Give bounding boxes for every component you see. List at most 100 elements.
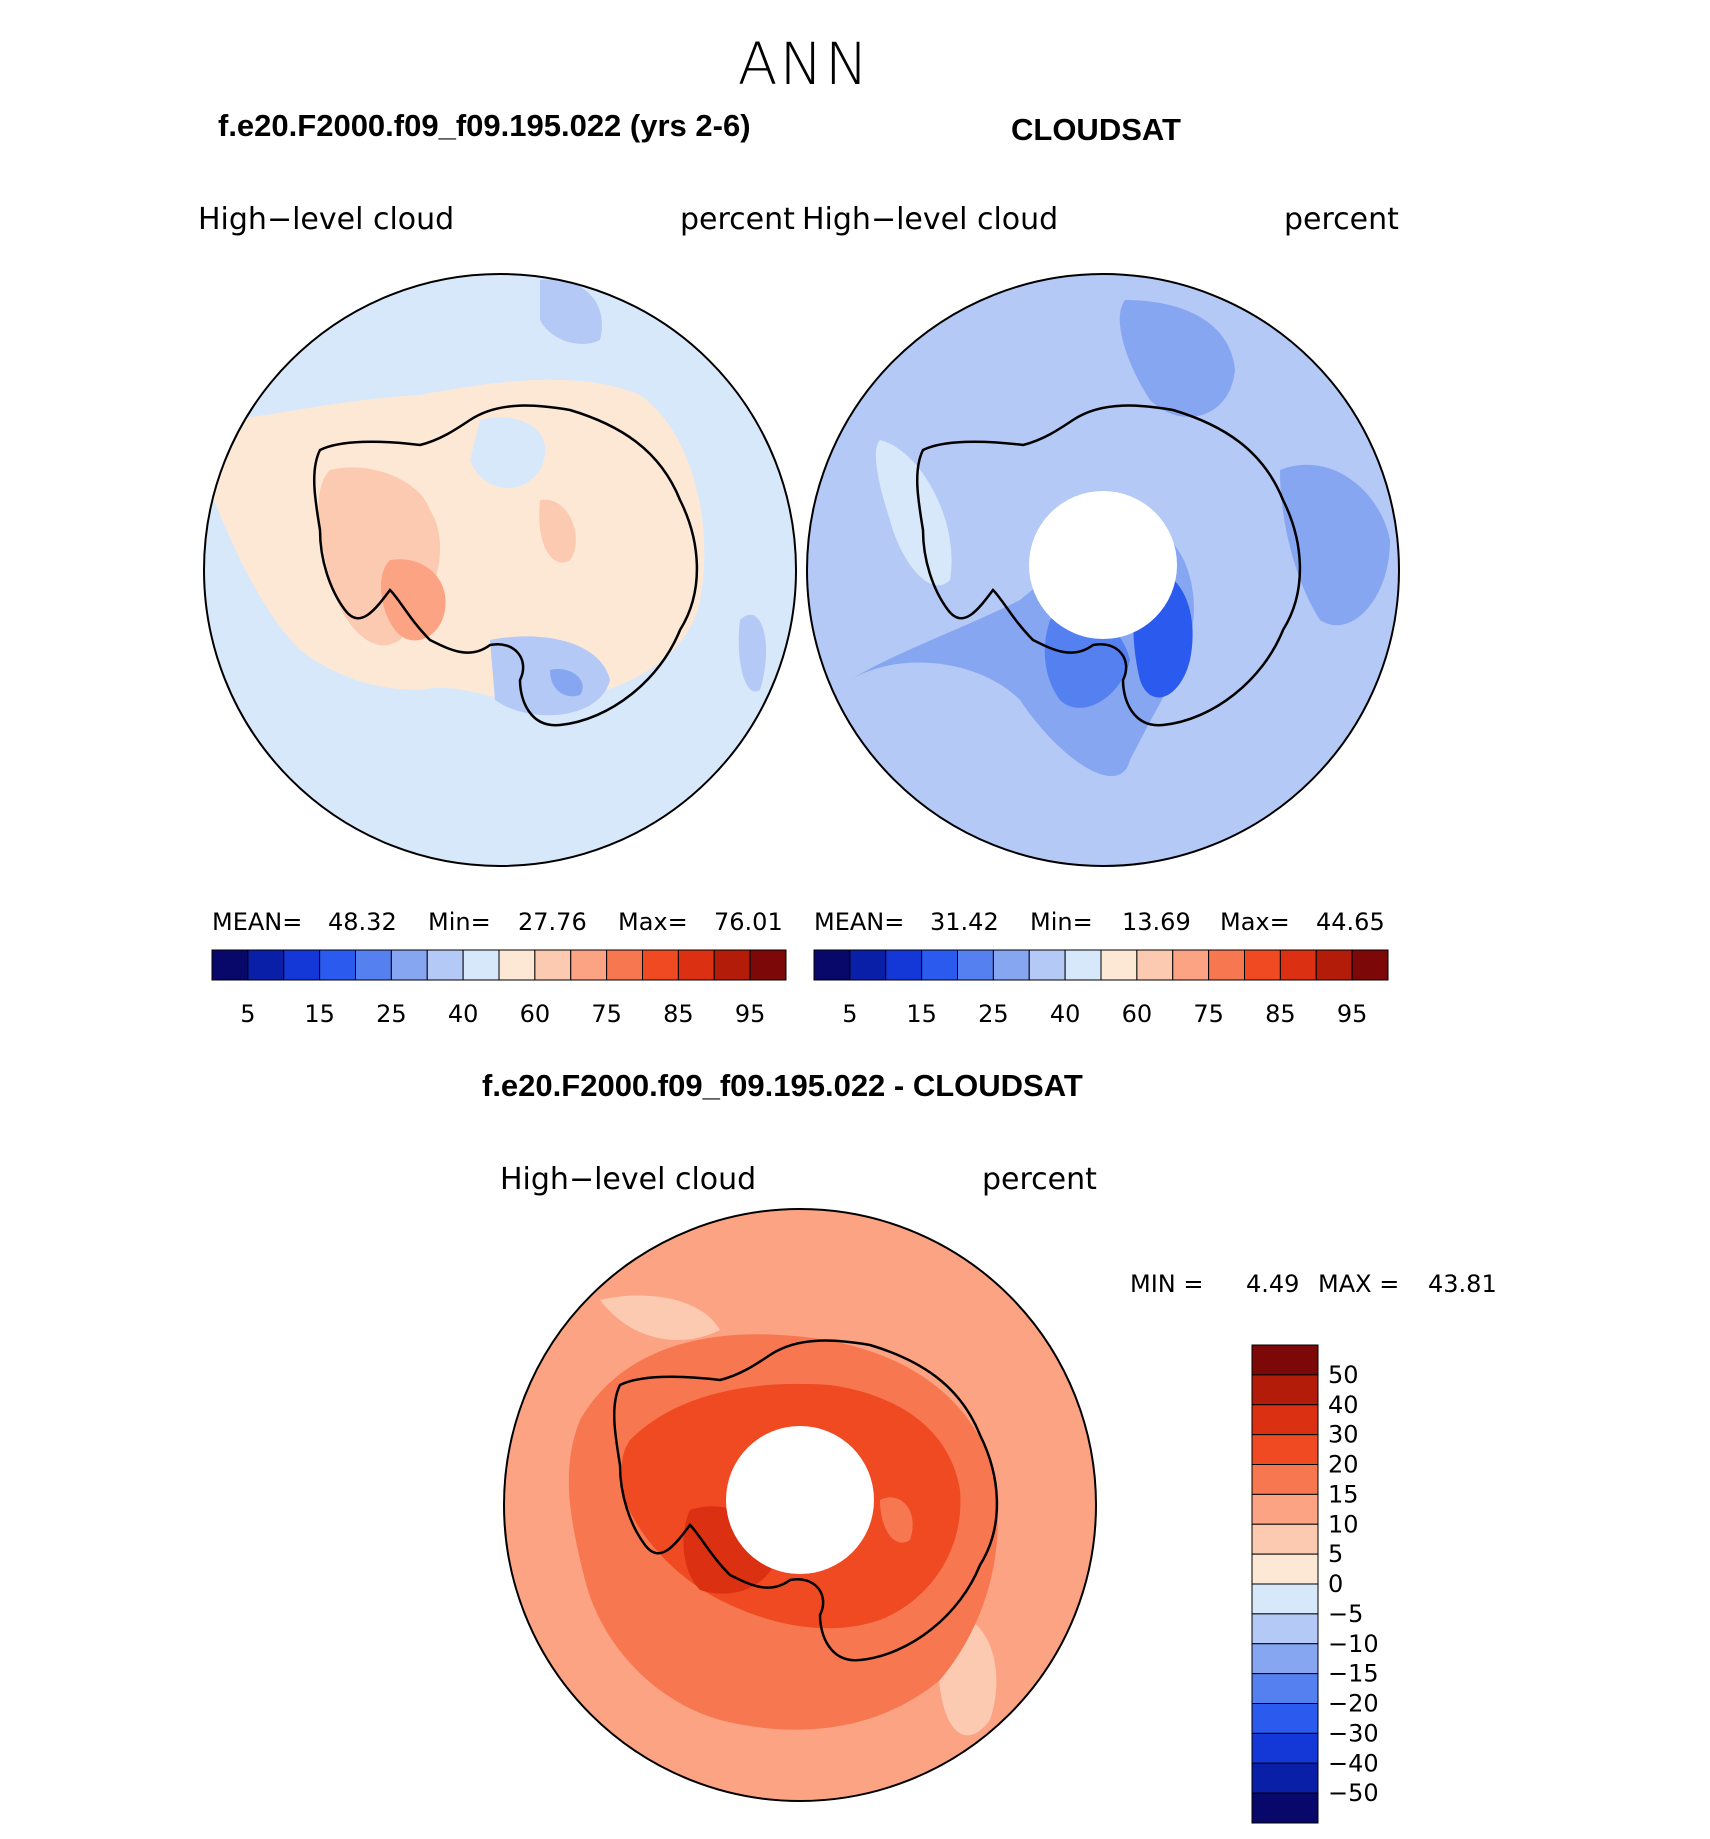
model-colorbar-swatch <box>426 949 464 981</box>
difference-panel-title: f.e20.F2000.f09_f09.195.022 - CLOUDSAT <box>482 1068 1083 1103</box>
difference-colorbar-tick-label: −15 <box>1328 1660 1379 1688</box>
model-colorbar-swatch <box>283 949 321 981</box>
difference-colorbar-swatch <box>1251 1613 1319 1645</box>
difference-min-value: 4.49 <box>1246 1270 1300 1298</box>
model-colorbar-swatch <box>462 949 500 981</box>
difference-colorbar-tick-label: −40 <box>1328 1749 1379 1777</box>
difference-colorbar-swatch <box>1251 1643 1319 1675</box>
model-colorbar-swatch <box>606 949 643 981</box>
cloudsat-mean-label: MEAN= <box>814 908 905 936</box>
model-map-boundary <box>203 273 797 867</box>
difference-colorbar-swatch <box>1251 1464 1319 1495</box>
difference-colorbar-tick-label: −20 <box>1328 1690 1379 1718</box>
cloudsat-missing-data-hole <box>1029 491 1177 639</box>
model-cool-edge <box>738 614 767 692</box>
difference-colorbar-tick-label: 0 <box>1328 1570 1343 1598</box>
cloudsat-colorbar-swatch <box>1172 949 1210 981</box>
model-cool-patch <box>470 417 546 489</box>
model-warm-peak <box>380 559 446 641</box>
model-colorbar-swatch <box>534 949 572 981</box>
difference-colorbar-tick-label: 5 <box>1328 1540 1343 1568</box>
cloudsat-cool-patch-east <box>1280 464 1390 626</box>
difference-max-value: 43.81 <box>1428 1270 1497 1298</box>
model-colorbar-swatch <box>319 949 356 981</box>
cloudsat-panel-title: CLOUDSAT <box>1011 112 1181 147</box>
difference-colorbar-swatch <box>1251 1762 1319 1794</box>
model-colorbar-tick-label: 40 <box>448 1000 479 1028</box>
difference-colorbar-swatch <box>1251 1553 1319 1585</box>
difference-colorbar-swatch <box>1251 1434 1319 1465</box>
difference-colorbar-swatch <box>1251 1703 1319 1734</box>
model-colorbar-tick-label: 75 <box>591 1000 622 1028</box>
difference-colorbar-swatch <box>1251 1673 1319 1704</box>
cloudsat-colorbar-tick-label: 25 <box>978 1000 1009 1028</box>
cloudsat-polar-map <box>806 273 1400 867</box>
cloudsat-colorbar-swatch <box>1279 949 1317 981</box>
difference-colorbar-swatch <box>1251 1374 1319 1406</box>
model-colorbar-tick-label: 25 <box>376 1000 407 1028</box>
difference-light-patch-north <box>600 1295 720 1340</box>
model-colorbar-tick-label: 60 <box>520 1000 551 1028</box>
cloudsat-light-patch <box>875 440 952 586</box>
cloudsat-colorbar-swatch <box>1315 949 1353 981</box>
model-mean-value: 48.32 <box>328 908 397 936</box>
difference-antarctica-outline <box>612 1339 999 1662</box>
model-colorbar-tick-label: 15 <box>304 1000 335 1028</box>
difference-colorbar-tick-label: 10 <box>1328 1510 1359 1538</box>
cloudsat-colorbar-swatch <box>1244 949 1281 981</box>
model-min-label: Min= <box>428 908 491 936</box>
difference-map-boundary <box>503 1208 1097 1802</box>
cloudsat-colorbar-swatch <box>921 949 958 981</box>
model-panel-title: f.e20.F2000.f09_f09.195.022 (yrs 2-6) <box>218 108 751 143</box>
cloudsat-min-value: 13.69 <box>1122 908 1191 936</box>
cloudsat-colorbar-swatch <box>1100 949 1138 981</box>
model-colorbar-swatch <box>642 949 679 981</box>
model-colorbar-tick-label: 85 <box>663 1000 694 1028</box>
difference-colorbar-tick-label: 15 <box>1328 1480 1359 1508</box>
difference-colorbar-swatch <box>1251 1493 1319 1525</box>
model-colorbar-swatch <box>247 949 285 981</box>
cloudsat-colorbar: 5 15 25 40 60 75 85 95 <box>813 949 1389 1028</box>
difference-colorbar-tick-label: 20 <box>1328 1451 1359 1479</box>
cloudsat-colorbar-swatch <box>813 949 851 981</box>
model-max-label: Max= <box>618 908 688 936</box>
cloudsat-colorbar-tick-label: 15 <box>906 1000 937 1028</box>
cloudsat-colorbar-swatch <box>849 949 887 981</box>
model-polar-map <box>203 273 797 867</box>
cloudsat-antarctica-outline <box>915 404 1302 727</box>
cloudsat-colorbar-tick-label: 95 <box>1337 1000 1368 1028</box>
model-units-label: percent <box>680 202 795 237</box>
cloudsat-mean-value: 31.42 <box>930 908 999 936</box>
cloudsat-colorbar-tick-label: 85 <box>1265 1000 1296 1028</box>
cloudsat-colorbar-tick-label: 75 <box>1193 1000 1224 1028</box>
model-warm-region <box>214 379 705 703</box>
model-variable-label: High−level cloud <box>198 202 455 237</box>
difference-min-label: MIN = <box>1130 1270 1204 1298</box>
cloudsat-colorbar-swatch <box>885 949 923 981</box>
cloudsat-colorbar-swatch <box>1064 949 1102 981</box>
difference-missing-data-hole <box>726 1426 874 1574</box>
cloudsat-colorbar-tick-label: 5 <box>842 1000 857 1028</box>
difference-units-label: percent <box>982 1162 1097 1197</box>
difference-colorbar-tick-label: −50 <box>1328 1779 1379 1807</box>
difference-colorbar-swatch <box>1251 1523 1319 1555</box>
difference-warm-spot <box>880 1497 913 1543</box>
model-colorbar-swatch <box>355 949 392 981</box>
model-cool-patch-north <box>540 279 602 344</box>
difference-colorbar-swatch <box>1251 1344 1319 1376</box>
difference-colorbar-tick-label: 30 <box>1328 1421 1359 1449</box>
difference-colorbar-swatch <box>1251 1404 1319 1436</box>
model-cool-core <box>550 669 583 697</box>
difference-colorbar-swatch <box>1251 1583 1319 1615</box>
model-min-value: 27.76 <box>518 908 587 936</box>
model-colorbar-tick-label: 95 <box>735 1000 766 1028</box>
cloudsat-cool-patch-north <box>1119 300 1235 417</box>
model-colorbar-swatch <box>390 949 428 981</box>
cloudsat-colorbar-swatch <box>1208 949 1245 981</box>
cloudsat-colorbar-swatch <box>1351 949 1389 981</box>
cloudsat-colorbar-swatch <box>1028 949 1066 981</box>
cloudsat-colorbar-swatch <box>992 949 1030 981</box>
cloudsat-colorbar-swatch <box>1136 949 1174 981</box>
difference-polar-map <box>503 1208 1097 1802</box>
